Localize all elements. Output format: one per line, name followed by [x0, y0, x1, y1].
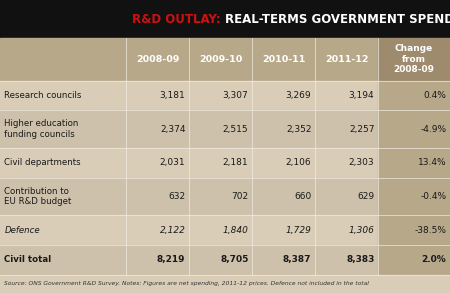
Bar [252, 110, 315, 148]
Text: 2010-11: 2010-11 [262, 55, 305, 64]
Text: 2.0%: 2.0% [422, 255, 446, 265]
Text: 2,122: 2,122 [160, 226, 185, 235]
Bar [315, 178, 378, 215]
Bar [0, 215, 126, 245]
Text: 660: 660 [294, 192, 311, 201]
Text: 2,106: 2,106 [286, 158, 311, 167]
Bar [315, 148, 378, 178]
Text: R&D OUTLAY:: R&D OUTLAY: [132, 13, 225, 25]
Bar [252, 38, 315, 81]
Text: 632: 632 [168, 192, 185, 201]
Text: 2011-12: 2011-12 [325, 55, 368, 64]
Text: 2,257: 2,257 [349, 125, 374, 134]
Text: 1,306: 1,306 [349, 226, 374, 235]
Text: 8,387: 8,387 [283, 255, 311, 265]
Bar [126, 178, 189, 215]
Text: 2,303: 2,303 [349, 158, 374, 167]
Bar [0, 275, 450, 293]
Text: 1,840: 1,840 [223, 226, 248, 235]
Bar [378, 245, 450, 275]
Bar [0, 245, 126, 275]
Bar [315, 81, 378, 110]
Text: 2,515: 2,515 [223, 125, 248, 134]
Text: 629: 629 [357, 192, 374, 201]
Bar [378, 38, 450, 81]
Bar [378, 178, 450, 215]
Text: -38.5%: -38.5% [414, 226, 446, 235]
Bar [252, 148, 315, 178]
Text: 0.4%: 0.4% [423, 91, 446, 100]
Bar [315, 110, 378, 148]
Bar [126, 245, 189, 275]
Bar [0, 110, 126, 148]
Text: 2,374: 2,374 [160, 125, 185, 134]
Text: 3,194: 3,194 [349, 91, 374, 100]
Text: 8,705: 8,705 [220, 255, 248, 265]
Bar [126, 81, 189, 110]
Bar [189, 148, 252, 178]
Bar [0, 81, 126, 110]
Text: REAL-TERMS GOVERNMENT SPENDING (£M): REAL-TERMS GOVERNMENT SPENDING (£M) [225, 13, 450, 25]
Bar [0, 178, 126, 215]
Bar [378, 148, 450, 178]
Bar [126, 148, 189, 178]
Bar [315, 38, 378, 81]
Bar [315, 245, 378, 275]
Text: 8,383: 8,383 [346, 255, 374, 265]
Text: 2,031: 2,031 [160, 158, 185, 167]
Text: Civil total: Civil total [4, 255, 52, 265]
Bar [252, 215, 315, 245]
Bar [252, 245, 315, 275]
Bar [0, 0, 450, 38]
Text: Higher education
funding councils: Higher education funding councils [4, 120, 79, 139]
Bar [126, 38, 189, 81]
Bar [189, 81, 252, 110]
Bar [189, 178, 252, 215]
Bar [378, 81, 450, 110]
Text: -4.9%: -4.9% [420, 125, 446, 134]
Bar [189, 38, 252, 81]
Text: Change
from
2008-09: Change from 2008-09 [393, 45, 435, 74]
Bar [0, 38, 126, 81]
Bar [126, 110, 189, 148]
Text: 2,181: 2,181 [223, 158, 248, 167]
Text: Contribution to
EU R&D budget: Contribution to EU R&D budget [4, 187, 72, 206]
Text: Source: ONS Government R&D Survey. Notes: Figures are net spending, 2011-12 pric: Source: ONS Government R&D Survey. Notes… [4, 281, 369, 287]
Bar [126, 215, 189, 245]
Text: 8,219: 8,219 [157, 255, 185, 265]
Text: 702: 702 [231, 192, 248, 201]
Text: -0.4%: -0.4% [420, 192, 446, 201]
Text: 13.4%: 13.4% [418, 158, 446, 167]
Bar [0, 148, 126, 178]
Bar [315, 215, 378, 245]
Bar [378, 110, 450, 148]
Bar [252, 81, 315, 110]
Text: Civil departments: Civil departments [4, 158, 81, 167]
Bar [189, 245, 252, 275]
Text: 1,729: 1,729 [286, 226, 311, 235]
Text: 3,307: 3,307 [223, 91, 248, 100]
Text: 2,352: 2,352 [286, 125, 311, 134]
Text: 3,181: 3,181 [160, 91, 185, 100]
Text: Defence: Defence [4, 226, 40, 235]
Text: 2009-10: 2009-10 [199, 55, 242, 64]
Bar [189, 215, 252, 245]
Text: Research councils: Research councils [4, 91, 82, 100]
Text: 2008-09: 2008-09 [136, 55, 179, 64]
Bar [378, 215, 450, 245]
Text: 3,269: 3,269 [286, 91, 311, 100]
Bar [252, 178, 315, 215]
Bar [189, 110, 252, 148]
